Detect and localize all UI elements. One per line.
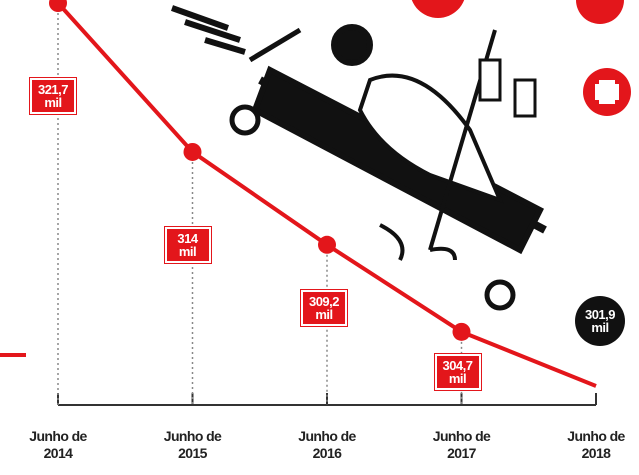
value-label: 321,7 mil bbox=[30, 78, 76, 114]
infographic: Junho de 2014 Junho de 2015 Junho de 2016 J… bbox=[0, 0, 639, 475]
x-tick-label: Junho de 2018 bbox=[556, 428, 636, 462]
value-label: 301,9 mil bbox=[575, 296, 625, 346]
chart bbox=[0, 0, 639, 475]
point bbox=[184, 143, 202, 161]
x-tick-label: Junho de 2017 bbox=[422, 428, 502, 462]
value-label: 304,7 mil bbox=[435, 354, 481, 390]
x-tick-label: Junho de 2016 bbox=[287, 428, 367, 462]
x-tick-label: Junho de 2015 bbox=[153, 428, 233, 462]
point bbox=[453, 323, 471, 341]
x-tick-label: Junho de 2014 bbox=[18, 428, 98, 462]
value-label: 314 mil bbox=[165, 227, 211, 263]
point bbox=[318, 236, 336, 254]
value-label: 309,2 mil bbox=[301, 290, 347, 326]
